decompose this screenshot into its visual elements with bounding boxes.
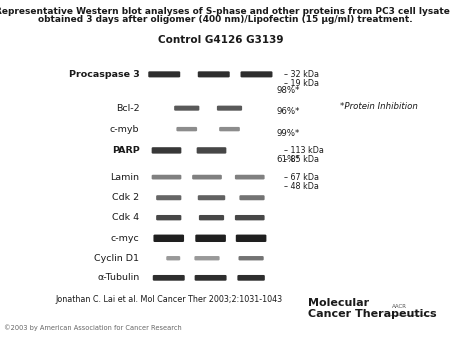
Text: – 19 kDa: – 19 kDa bbox=[284, 79, 319, 88]
Text: Procaspase 3: Procaspase 3 bbox=[69, 70, 140, 79]
FancyBboxPatch shape bbox=[194, 256, 220, 260]
Text: Cyclin D1: Cyclin D1 bbox=[94, 254, 140, 263]
FancyBboxPatch shape bbox=[152, 175, 181, 179]
Text: AACR: AACR bbox=[392, 304, 406, 309]
Text: Lamin: Lamin bbox=[111, 173, 140, 182]
Text: Control G4126 G3139: Control G4126 G3139 bbox=[158, 35, 283, 46]
Text: Molecular
Cancer Therapeutics: Molecular Cancer Therapeutics bbox=[308, 298, 437, 319]
Text: *Protein Inhibition: *Protein Inhibition bbox=[340, 102, 418, 111]
FancyBboxPatch shape bbox=[238, 256, 264, 260]
Text: 61%*: 61%* bbox=[277, 155, 300, 164]
FancyBboxPatch shape bbox=[197, 147, 226, 153]
FancyBboxPatch shape bbox=[235, 175, 265, 179]
Text: 98%*: 98%* bbox=[277, 86, 300, 95]
Text: ©2003 by American Association for Cancer Research: ©2003 by American Association for Cancer… bbox=[4, 324, 182, 331]
FancyBboxPatch shape bbox=[153, 275, 185, 281]
Text: Jonathan C. Lai et al. Mol Cancer Ther 2003;2:1031-1043: Jonathan C. Lai et al. Mol Cancer Ther 2… bbox=[55, 295, 282, 304]
FancyBboxPatch shape bbox=[156, 195, 181, 200]
FancyBboxPatch shape bbox=[166, 256, 180, 260]
FancyBboxPatch shape bbox=[235, 215, 265, 220]
FancyBboxPatch shape bbox=[198, 71, 230, 77]
Text: – 85 kDa: – 85 kDa bbox=[284, 155, 319, 164]
Text: obtained 3 days after oligomer (400 nm)/Lipofectin (15 μg/ml) treatment.: obtained 3 days after oligomer (400 nm)/… bbox=[38, 15, 412, 24]
FancyBboxPatch shape bbox=[176, 127, 197, 131]
Text: PARP: PARP bbox=[112, 146, 140, 155]
Text: c-myb: c-myb bbox=[110, 125, 140, 134]
FancyBboxPatch shape bbox=[240, 71, 272, 77]
FancyBboxPatch shape bbox=[174, 105, 199, 111]
Text: 96%*: 96%* bbox=[277, 107, 300, 116]
FancyBboxPatch shape bbox=[192, 175, 222, 179]
FancyBboxPatch shape bbox=[239, 195, 265, 200]
FancyBboxPatch shape bbox=[195, 235, 226, 242]
Text: Bcl-2: Bcl-2 bbox=[116, 104, 140, 113]
FancyBboxPatch shape bbox=[199, 215, 224, 220]
Text: – 67 kDa: – 67 kDa bbox=[284, 173, 319, 182]
FancyBboxPatch shape bbox=[236, 235, 266, 242]
FancyBboxPatch shape bbox=[219, 127, 240, 131]
FancyBboxPatch shape bbox=[148, 71, 180, 77]
Text: – 48 kDa: – 48 kDa bbox=[284, 182, 319, 191]
Text: 99%*: 99%* bbox=[277, 128, 300, 138]
FancyBboxPatch shape bbox=[238, 275, 265, 281]
Text: Cdk 4: Cdk 4 bbox=[112, 213, 140, 222]
FancyBboxPatch shape bbox=[153, 235, 184, 242]
Text: – 32 kDa: – 32 kDa bbox=[284, 70, 319, 79]
Text: Representative Western blot analyses of S-phase and other proteins from PC3 cell: Representative Western blot analyses of … bbox=[0, 7, 450, 16]
Text: – 113 kDa: – 113 kDa bbox=[284, 146, 324, 155]
Text: c-myc: c-myc bbox=[111, 234, 140, 243]
FancyBboxPatch shape bbox=[156, 215, 181, 220]
Text: α-Tubulin: α-Tubulin bbox=[97, 273, 140, 282]
FancyBboxPatch shape bbox=[152, 147, 181, 153]
FancyBboxPatch shape bbox=[217, 105, 242, 111]
FancyBboxPatch shape bbox=[198, 195, 225, 200]
Text: Cdk 2: Cdk 2 bbox=[112, 193, 140, 202]
FancyBboxPatch shape bbox=[194, 275, 227, 281]
